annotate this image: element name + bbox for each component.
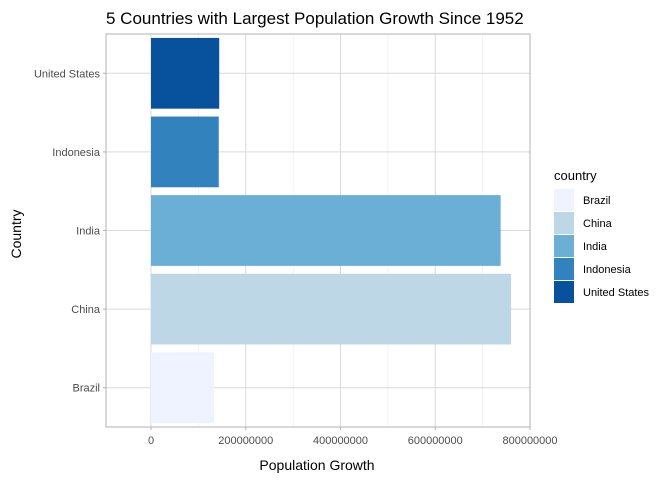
y-tick-label: United States <box>34 68 101 80</box>
y-axis-ticks: Brazil China India Indonesia United States <box>34 68 106 395</box>
x-tick-label: 800000000 <box>502 435 557 447</box>
x-tick-label: 600000000 <box>408 435 463 447</box>
legend: country Brazil China India Indonesia United … <box>554 168 650 303</box>
bar-united-states <box>151 37 220 109</box>
legend-label: India <box>583 241 608 253</box>
legend-label: China <box>583 218 613 230</box>
y-tick-label: Indonesia <box>52 147 101 159</box>
legend-label: Brazil <box>583 195 611 207</box>
legend-label: Indonesia <box>583 264 632 276</box>
x-tick-label: 200000000 <box>218 435 273 447</box>
legend-key <box>554 189 574 211</box>
legend-key <box>554 281 574 303</box>
bar-brazil <box>151 352 215 424</box>
x-tick-label: 0 <box>148 435 154 447</box>
bar-india <box>151 195 501 266</box>
legend-label: United States <box>583 287 650 299</box>
plot-panel <box>105 33 531 428</box>
x-tick-label: 400000000 <box>313 435 368 447</box>
y-tick-label: China <box>71 304 101 316</box>
legend-title: country <box>554 168 597 183</box>
y-tick-label: India <box>76 226 101 238</box>
x-axis-ticks: 0 200000000 400000000 600000000 800000000 <box>148 427 558 447</box>
legend-key <box>554 212 574 234</box>
bar-indonesia <box>151 116 219 188</box>
legend-key <box>554 258 574 280</box>
chart-title: 5 Countries with Largest Population Grow… <box>106 9 524 28</box>
y-tick-label: Brazil <box>72 383 100 395</box>
bar-china <box>151 273 512 345</box>
x-axis-title: Population Growth <box>259 457 374 473</box>
y-axis-title: Country <box>8 209 24 258</box>
legend-key <box>554 235 574 257</box>
